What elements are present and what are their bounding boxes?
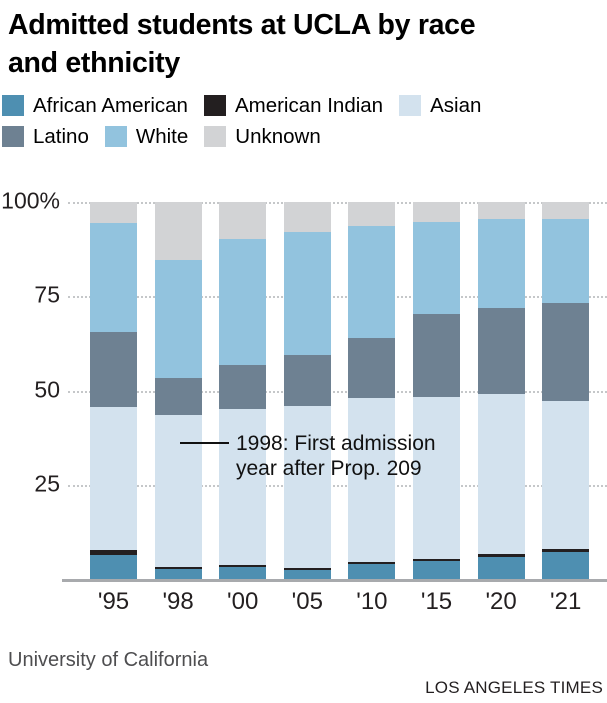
gridline-50 (68, 390, 607, 393)
bar-segment-american-indian-10 (348, 561, 396, 565)
y-tick-label: 50 (34, 375, 60, 402)
bar-segment-american-indian-00 (219, 565, 267, 568)
bar-segment-latino-15 (413, 313, 460, 398)
gridline-75 (68, 296, 607, 299)
bar-segment-asian-20 (477, 393, 525, 555)
bar-segment-latino-20 (477, 307, 525, 394)
bar-segment-asian-95 (90, 407, 137, 550)
legend-label: American Indian (234, 94, 384, 117)
bar-segment-unknown-95 (90, 202, 137, 224)
legend-item-african-american: African American (2, 95, 188, 116)
latino-swatch (2, 126, 24, 147)
bar-segment-asian-10 (348, 397, 396, 562)
bar-segment-asian-00 (219, 408, 267, 566)
bar-segment-african-american-05 (283, 569, 331, 579)
bar-segment-unknown-05 (283, 202, 331, 232)
bar-segment-american-indian-98 (154, 566, 202, 570)
bar-segment-white-10 (348, 225, 396, 339)
bar-segment-white-21 (542, 218, 590, 304)
x-tick-label-21: '21 (550, 588, 582, 615)
annotation-callout-line (180, 442, 229, 444)
bar-segment-unknown-00 (219, 202, 267, 240)
asian-swatch (399, 95, 422, 116)
source-label: University of California (8, 649, 209, 671)
bar-segment-african-american-98 (154, 569, 202, 579)
bar-segment-african-american-10 (348, 564, 396, 579)
y-tick-label: 75 (34, 281, 60, 308)
legend-row-1: African American American Indian Asian (2, 95, 602, 116)
bar-segment-unknown-15 (413, 202, 460, 222)
annotation-text: 1998: First admission year after Prop. 2… (236, 432, 436, 480)
african-american-swatch (2, 95, 24, 116)
unknown-swatch (204, 126, 227, 147)
bar-segment-white-15 (413, 221, 460, 314)
legend-item-asian: Asian (399, 95, 481, 116)
legend: African American American Indian Asian L… (2, 95, 602, 157)
bar-segment-american-indian-05 (283, 568, 331, 570)
bar-segment-unknown-20 (477, 202, 525, 219)
bar-segment-latino-00 (219, 364, 267, 409)
y-tick-label: 100% (1, 187, 60, 214)
bar-segment-asian-21 (542, 401, 590, 550)
x-tick-label-05: '05 (291, 588, 323, 615)
bar-segment-unknown-98 (154, 202, 202, 261)
page-title-line2: and ethnicity (8, 47, 180, 79)
page-title: Admitted students at UCLA by race and et… (8, 6, 600, 82)
bar-segment-latino-98 (154, 378, 202, 415)
bar-segment-unknown-10 (348, 202, 396, 226)
x-tick-label-98: '98 (162, 588, 194, 615)
bar-segment-american-indian-95 (90, 549, 137, 556)
bar-segment-white-00 (219, 239, 267, 365)
bar-segment-african-american-21 (542, 551, 590, 579)
bar-segment-white-98 (154, 260, 202, 379)
bar-segment-latino-95 (90, 332, 137, 408)
bar-segment-african-american-15 (413, 560, 460, 579)
bar-segment-asian-05 (283, 406, 331, 569)
bar-segment-asian-98 (154, 414, 202, 567)
credit-label: LOS ANGELES TIMES (425, 678, 603, 697)
bar-segment-american-indian-20 (477, 554, 525, 557)
legend-label: Unknown (235, 125, 321, 148)
gridline-25 (68, 484, 607, 487)
bar-segment-unknown-21 (542, 202, 590, 219)
bar-segment-american-indian-21 (542, 549, 590, 552)
bar-segment-latino-10 (348, 338, 396, 398)
x-axis-baseline (62, 579, 607, 582)
legend-label: African American (33, 94, 188, 117)
legend-item-white: White (104, 125, 189, 148)
legend-label: Latino (33, 125, 89, 148)
bar-segment-white-95 (90, 223, 137, 333)
bar-segment-white-05 (283, 231, 331, 356)
legend-item-american-indian: American Indian (203, 94, 384, 117)
legend-row-2: Latino White Unknown (2, 126, 602, 147)
y-tick-label: 25 (34, 470, 60, 497)
x-tick-label-15: '15 (420, 588, 453, 615)
bar-segment-latino-21 (542, 303, 590, 402)
legend-label: White (135, 125, 189, 148)
page-title-line1: Admitted students at UCLA by race (8, 9, 476, 41)
bar-segment-asian-15 (413, 397, 460, 559)
x-tick-label-95: '95 (97, 588, 130, 615)
gridline-100 (68, 202, 607, 204)
bar-segment-african-american-20 (477, 556, 525, 579)
bar-segment-african-american-95 (90, 555, 137, 579)
x-tick-label-20: '20 (485, 588, 517, 615)
american-indian-swatch (203, 95, 226, 116)
legend-item-unknown: Unknown (204, 125, 321, 148)
legend-item-latino: Latino (2, 126, 89, 147)
bar-segment-african-american-00 (219, 567, 267, 579)
legend-label: Asian (430, 94, 482, 117)
white-swatch (104, 126, 127, 147)
bar-segment-american-indian-15 (413, 558, 460, 561)
bar-segment-latino-05 (283, 355, 331, 407)
x-tick-label-10: '10 (356, 588, 388, 615)
x-tick-label-00: '00 (227, 588, 259, 615)
bar-segment-white-20 (477, 218, 525, 308)
